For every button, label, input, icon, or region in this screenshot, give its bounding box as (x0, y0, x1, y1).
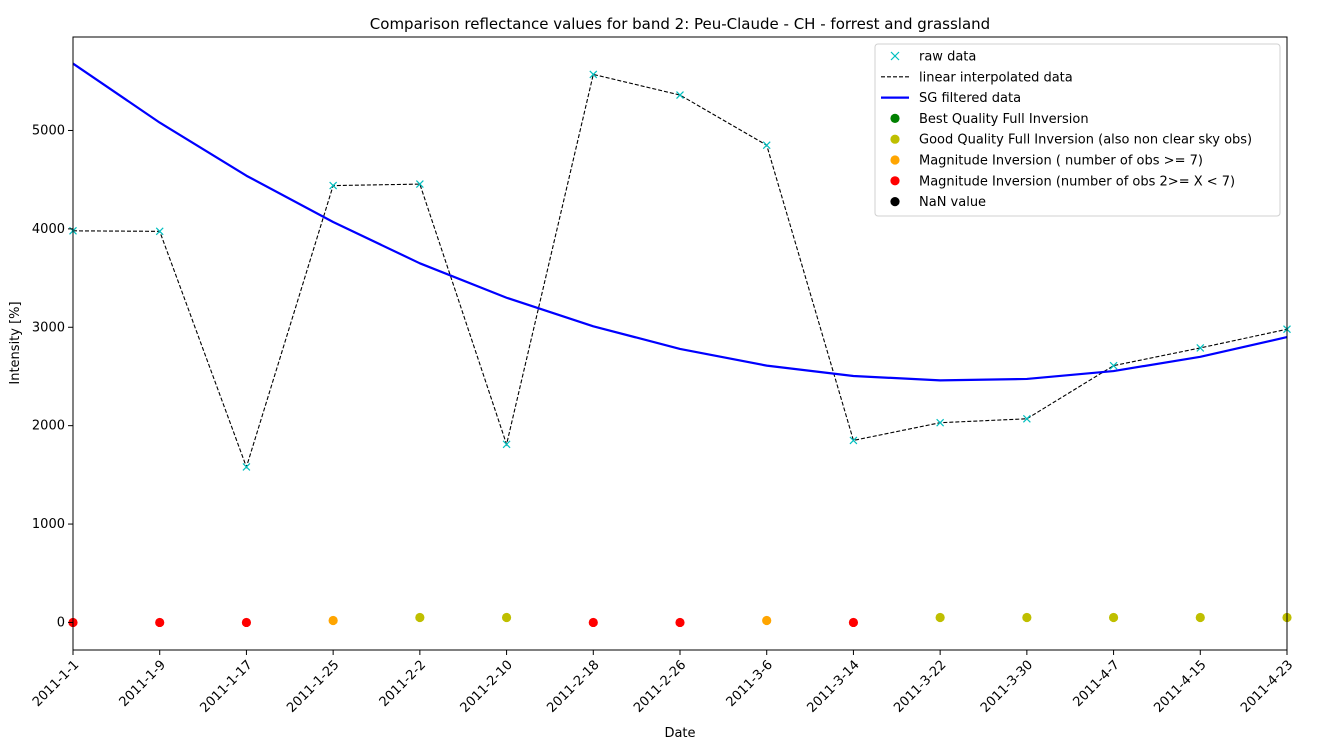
raw-data-point (676, 91, 684, 99)
legend-dot-marker (890, 176, 900, 186)
x-tick-label: 2011-3-22 (891, 658, 949, 716)
raw-data-point (502, 440, 511, 449)
raw-marker-stroke (676, 91, 684, 99)
quality-point (241, 617, 252, 628)
x-tick-label: 2011-2-18 (544, 658, 602, 716)
y-tick-label: 1000 (32, 517, 65, 532)
legend-label: SG filtered data (919, 91, 1021, 106)
legend-item: linear interpolated data (881, 70, 1073, 85)
x-tick-label: 2011-4-23 (1238, 658, 1296, 716)
legend-label: Magnitude Inversion ( number of obs >= 7… (919, 154, 1203, 169)
raw-data-point (936, 418, 945, 427)
quality-point (848, 617, 859, 628)
y-tick-label: 2000 (32, 419, 65, 434)
legend-item: NaN value (890, 195, 986, 210)
raw-data-point (849, 436, 858, 445)
legend-x-marker (890, 51, 900, 61)
interpolated-line (72, 73, 1288, 469)
raw-data-point (589, 70, 598, 79)
raw-marker-stroke (502, 440, 511, 449)
legend-item: Magnitude Inversion (number of obs 2>= X… (890, 174, 1235, 189)
raw-marker-stroke (589, 70, 598, 79)
raw-marker-stroke (1022, 414, 1031, 423)
quality-point (328, 615, 338, 626)
raw-marker-stroke (415, 180, 424, 189)
legend-dot-marker (890, 113, 900, 123)
raw-data-point (1022, 414, 1031, 423)
chart-title: Comparison reflectance values for band 2… (370, 15, 990, 33)
legend-dot-marker (890, 155, 900, 165)
y-tick-label: 0 (57, 615, 65, 630)
legend-item: SG filtered data (881, 91, 1021, 106)
raw-marker-stroke (1109, 361, 1118, 370)
legend-item: Best Quality Full Inversion (890, 112, 1089, 127)
x-tick-label: 2011-1-9 (117, 658, 169, 710)
quality-point (501, 612, 512, 623)
raw-data-point (329, 181, 338, 190)
legend-label: linear interpolated data (919, 70, 1073, 85)
x-tick-label: 2011-3-6 (724, 658, 776, 710)
x-tick-label: 2011-1-1 (30, 658, 82, 710)
quality-point (588, 617, 598, 628)
raw-marker-stroke (936, 418, 945, 427)
x-tick-label: 2011-2-10 (458, 658, 516, 716)
x-tick-label: 2011-3-14 (805, 658, 863, 716)
y-tick-label: 4000 (32, 222, 65, 237)
plot-area (68, 62, 1292, 628)
raw-marker-stroke (242, 463, 251, 471)
quality-point (155, 617, 165, 628)
quality-point (1108, 612, 1119, 623)
legend-dot-marker (890, 134, 900, 144)
legend-label: NaN value (919, 195, 986, 210)
raw-data-point (762, 141, 771, 150)
legend-label: Magnitude Inversion (number of obs 2>= X… (919, 174, 1235, 189)
raw-data-point (155, 227, 164, 236)
legend-item: Good Quality Full Inversion (also non cl… (890, 133, 1252, 148)
raw-marker-stroke (155, 227, 164, 236)
legend: raw data linear interpolated data SG filte… (874, 43, 1281, 217)
quality-point (762, 615, 772, 626)
y-tick-label: 5000 (32, 123, 65, 138)
raw-data-point (415, 180, 424, 189)
raw-marker-stroke (329, 181, 338, 190)
raw-marker-stroke (762, 141, 771, 150)
x-tick-label: 2011-4-7 (1070, 658, 1122, 710)
legend-item: Magnitude Inversion ( number of obs >= 7… (890, 154, 1203, 169)
quality-point (675, 617, 685, 628)
legend-box (874, 43, 1281, 217)
raw-data-point (1109, 361, 1118, 370)
x-tick-label: 2011-4-15 (1151, 658, 1209, 716)
legend-dot-marker (890, 197, 900, 207)
quality-point (1022, 612, 1032, 623)
sg-filtered-line (72, 62, 1288, 382)
raw-marker-stroke (849, 436, 858, 445)
quality-point (1195, 612, 1205, 623)
quality-point (415, 612, 425, 623)
legend-item: raw data (890, 50, 976, 65)
legend-label: raw data (919, 50, 976, 65)
x-tick-label: 2011-1-17 (198, 658, 256, 716)
quality-point (935, 612, 945, 623)
x-tick-label: 2011-2-26 (631, 658, 689, 716)
legend-label: Good Quality Full Inversion (also non cl… (919, 133, 1252, 148)
raw-data-point (1196, 344, 1205, 352)
x-tick-label: 2011-1-25 (284, 658, 342, 716)
y-axis-title: Intensity [%] (8, 301, 23, 384)
y-tick-label: 3000 (32, 320, 65, 335)
legend-label: Best Quality Full Inversion (919, 112, 1089, 127)
raw-data-point (242, 463, 251, 471)
x-tick-label: 2011-3-30 (978, 658, 1036, 716)
raw-marker-stroke (1196, 344, 1205, 352)
x-tick-label: 2011-2-2 (377, 658, 429, 710)
x-axis-title: Date (664, 726, 695, 741)
